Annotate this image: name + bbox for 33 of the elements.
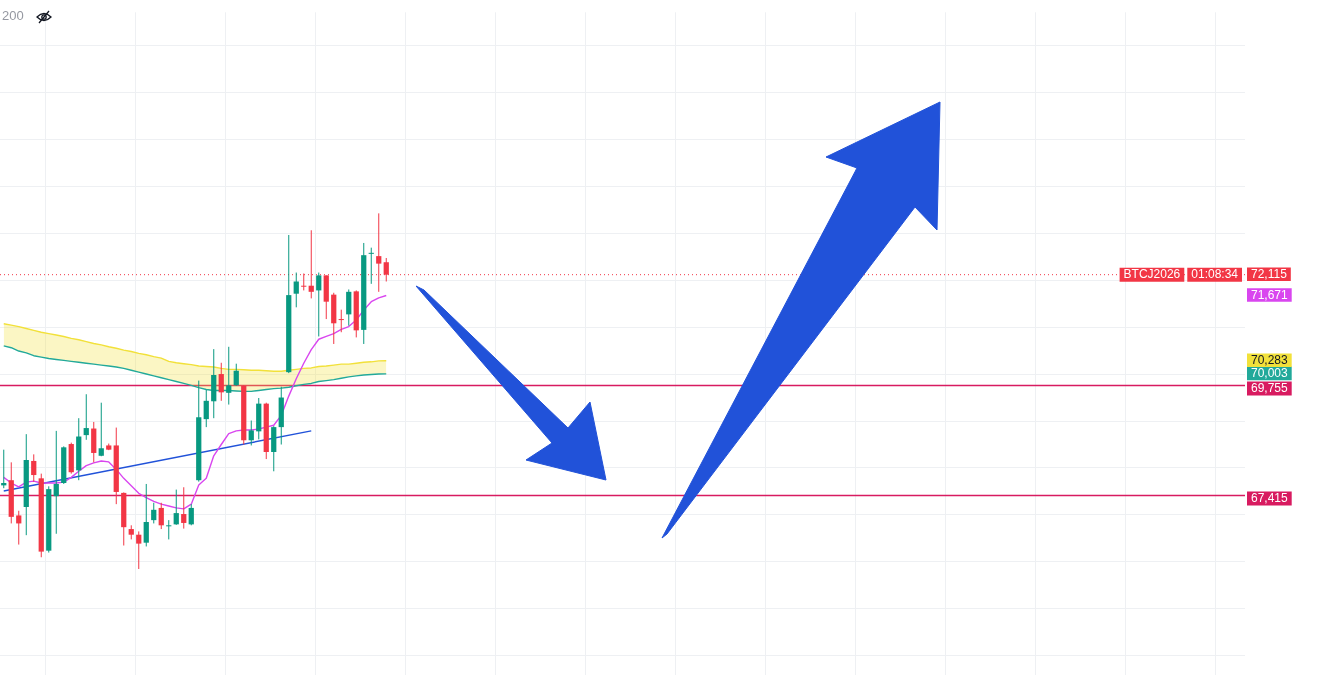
candlestick	[346, 288, 352, 327]
candlestick	[83, 393, 89, 441]
candlestick	[338, 309, 344, 333]
y-tick-label: 72,115	[1251, 266, 1288, 281]
candlestick	[203, 389, 209, 428]
candlestick	[218, 362, 224, 402]
candlestick	[248, 420, 254, 446]
ref-line-label: 67,415	[1251, 490, 1289, 505]
candlestick	[233, 363, 239, 387]
annotation: 200	[2, 8, 24, 23]
y-tick-label: 70,003	[1251, 366, 1289, 381]
candlestick	[188, 503, 194, 526]
candlestick	[173, 489, 179, 526]
candlestick	[151, 502, 157, 524]
candlestick	[98, 402, 104, 457]
candlestick	[368, 247, 374, 285]
candlestick	[166, 519, 172, 540]
candlestick	[143, 483, 149, 547]
candlestick	[316, 272, 322, 337]
candlestick	[136, 530, 142, 570]
annotation: BTCJ2026	[1123, 266, 1181, 281]
candlestick	[16, 510, 22, 546]
candlestick	[31, 453, 37, 483]
candlestick	[158, 502, 164, 530]
candlestick	[383, 257, 389, 282]
candlestick	[293, 272, 299, 308]
candlestick	[181, 486, 187, 530]
candlestick	[53, 430, 59, 535]
ref-line-label: 69,755	[1251, 380, 1289, 395]
y-tick-label: 70,283	[1251, 353, 1289, 368]
y-tick-label: 71,671	[1251, 287, 1289, 302]
candlestick	[226, 346, 232, 406]
annotation: 01:08:34	[1191, 266, 1239, 281]
